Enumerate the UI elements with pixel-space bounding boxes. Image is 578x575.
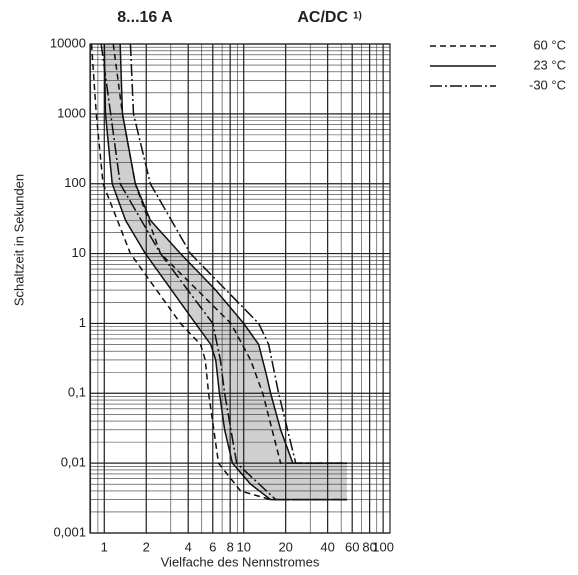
y-tick-label: 0,1 bbox=[68, 385, 86, 400]
y-tick-label: 10000 bbox=[50, 35, 86, 50]
y-tick-label: 10 bbox=[72, 245, 86, 260]
x-tick-label: 6 bbox=[209, 539, 216, 554]
curve bbox=[103, 43, 347, 501]
chart-subtitle: AC/DC bbox=[297, 9, 348, 26]
chart-title: 8...16 A bbox=[117, 9, 173, 26]
x-tick-label: 8 bbox=[227, 539, 234, 554]
curve bbox=[100, 43, 347, 501]
x-axis-label: Vielfache des Nennstromes bbox=[161, 554, 320, 569]
curve bbox=[90, 43, 347, 501]
y-tick-label: 0,001 bbox=[53, 524, 86, 539]
y-tick-label: 0,01 bbox=[61, 455, 86, 470]
x-tick-label: 10 bbox=[236, 539, 250, 554]
legend-label: 60 °C bbox=[533, 37, 566, 52]
x-tick-label: 60 bbox=[345, 539, 359, 554]
x-tick-label: 2 bbox=[143, 539, 150, 554]
legend-label: 23 °C bbox=[533, 57, 566, 72]
x-tick-label: 20 bbox=[278, 539, 292, 554]
plot-frame bbox=[89, 43, 391, 534]
curve bbox=[119, 43, 347, 464]
plot-area bbox=[89, 43, 391, 534]
y-axis-label: Schaltzeit in Sekunden bbox=[11, 174, 26, 306]
legend-label: -30 °C bbox=[529, 77, 566, 92]
y-tick-label: 1000 bbox=[57, 105, 86, 120]
x-tick-label: 40 bbox=[320, 539, 334, 554]
y-tick-label: 1 bbox=[79, 315, 86, 330]
y-tick-label: 100 bbox=[64, 175, 86, 190]
x-tick-label: 100 bbox=[372, 539, 394, 554]
footnote-mark: 1) bbox=[353, 11, 362, 22]
curve bbox=[129, 43, 347, 464]
x-tick-label: 1 bbox=[101, 539, 108, 554]
x-tick-label: 4 bbox=[185, 539, 192, 554]
x-tick-label: 80 bbox=[362, 539, 376, 554]
